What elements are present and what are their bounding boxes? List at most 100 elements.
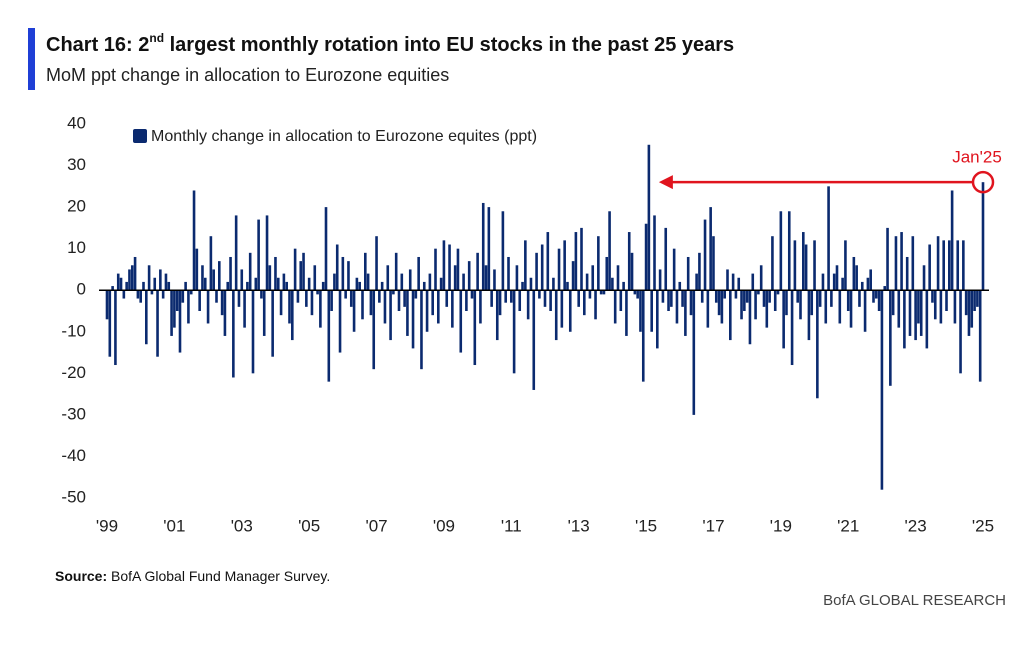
bar xyxy=(495,290,499,341)
bar xyxy=(507,256,510,291)
bar xyxy=(386,265,390,291)
x-tick-label: '05 xyxy=(298,516,320,535)
bar xyxy=(518,290,522,311)
bar xyxy=(296,290,300,303)
bar xyxy=(226,281,230,291)
bar xyxy=(150,290,154,295)
bar xyxy=(776,290,780,295)
bar xyxy=(136,290,140,299)
x-tick-label: '19 xyxy=(770,516,792,535)
bar xyxy=(349,290,353,307)
bar xyxy=(498,290,502,316)
bar xyxy=(397,290,401,311)
bar xyxy=(962,240,965,291)
bar xyxy=(667,290,670,311)
bar xyxy=(526,290,530,320)
legend-swatch xyxy=(133,129,147,143)
bar xyxy=(215,290,218,303)
y-tick-label: -30 xyxy=(61,404,86,423)
bar xyxy=(897,290,901,328)
x-tick-label: '07 xyxy=(365,516,387,535)
bar xyxy=(793,240,797,291)
bar xyxy=(799,290,802,320)
bar xyxy=(768,290,771,303)
bar xyxy=(105,290,109,320)
bar xyxy=(299,261,303,291)
bar xyxy=(465,290,468,311)
bar xyxy=(779,211,783,291)
bar xyxy=(919,290,923,336)
bar xyxy=(481,202,485,291)
annotation-arrowhead xyxy=(658,175,673,190)
bar xyxy=(765,290,769,328)
bar xyxy=(470,290,474,299)
bar xyxy=(790,290,794,366)
bar xyxy=(700,290,704,303)
bar xyxy=(175,290,179,311)
x-tick-label: '23 xyxy=(905,516,927,535)
bar xyxy=(900,232,903,291)
bar xyxy=(479,290,482,324)
bar xyxy=(751,273,755,291)
bar xyxy=(852,256,856,291)
bar xyxy=(973,290,976,311)
bar xyxy=(521,281,524,291)
bar xyxy=(355,277,359,291)
bar xyxy=(181,290,185,303)
bar xyxy=(274,256,277,291)
bar xyxy=(159,269,162,291)
bar xyxy=(240,269,244,291)
bar xyxy=(257,219,260,291)
bar xyxy=(658,269,662,291)
bar xyxy=(813,240,816,291)
bar xyxy=(344,290,347,299)
bar xyxy=(619,290,623,311)
x-tick-label: '11 xyxy=(501,516,522,535)
bar xyxy=(442,240,446,291)
x-tick-label: '17 xyxy=(702,516,724,535)
bar xyxy=(431,290,434,316)
bar xyxy=(571,261,575,291)
bar xyxy=(437,290,440,324)
bar xyxy=(462,273,465,291)
bar xyxy=(164,273,168,291)
bar xyxy=(953,290,957,324)
bar xyxy=(678,281,682,291)
bar xyxy=(232,290,235,378)
bar xyxy=(636,290,639,299)
bar xyxy=(378,290,381,303)
bar xyxy=(448,244,451,291)
bar xyxy=(487,207,491,291)
bar xyxy=(681,290,684,307)
chart-subtitle: MoM ppt change in allocation to Eurozone… xyxy=(46,65,449,85)
bar xyxy=(330,290,333,311)
bar xyxy=(276,277,280,291)
bar xyxy=(616,265,620,291)
bar xyxy=(451,290,454,328)
bar xyxy=(268,265,272,291)
bar xyxy=(824,290,828,324)
bar xyxy=(771,236,774,291)
bar xyxy=(403,290,406,307)
bar xyxy=(869,269,872,291)
bar xyxy=(209,236,213,291)
bar xyxy=(889,290,892,386)
bar xyxy=(111,286,114,291)
bar xyxy=(849,290,853,328)
bar xyxy=(372,290,376,370)
y-tick-label: -10 xyxy=(61,321,86,340)
bar xyxy=(310,290,314,316)
bar xyxy=(321,281,325,291)
bar xyxy=(591,265,595,291)
bar xyxy=(203,277,207,291)
bar xyxy=(773,290,777,311)
bar xyxy=(265,215,269,291)
bar xyxy=(338,290,342,353)
bar xyxy=(908,290,912,336)
bar xyxy=(201,265,204,291)
x-tick-label: '13 xyxy=(568,516,590,535)
bar xyxy=(689,290,693,316)
bar xyxy=(703,219,707,291)
bar xyxy=(459,290,463,353)
bar xyxy=(271,290,274,357)
